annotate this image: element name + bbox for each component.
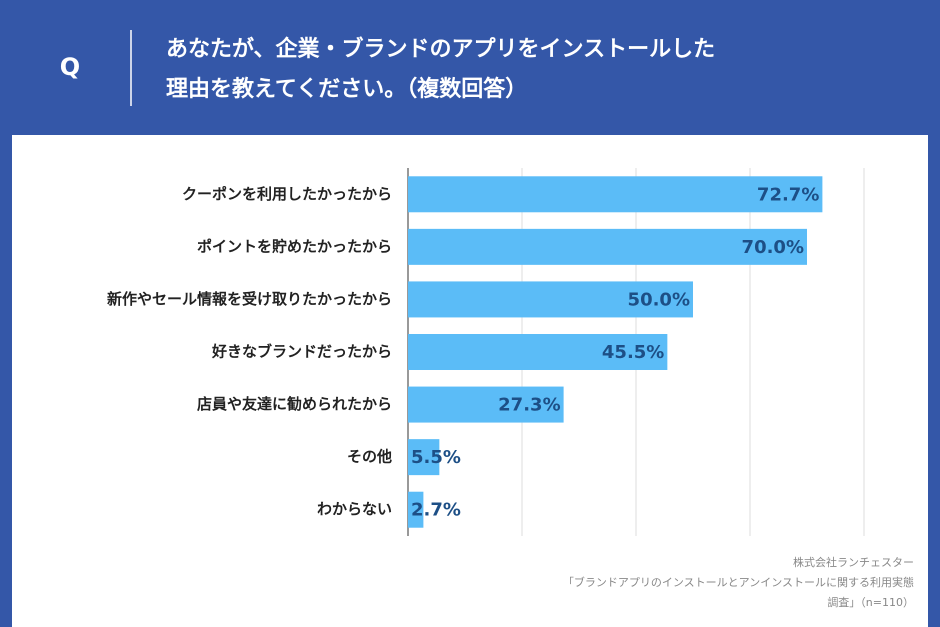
source: 「ブランドアプリのインストールとアンインストールに関する利用実態 — [563, 575, 914, 589]
panel — [12, 135, 928, 627]
q-marker: Q — [60, 53, 80, 81]
y-tick-label: 新作やセール情報を受け取りたかったから — [107, 290, 392, 308]
y-tick-label: その他 — [347, 448, 392, 466]
bar — [408, 228, 807, 265]
y-tick-label: 店員や友達に勧められたから — [197, 395, 392, 413]
bar — [408, 491, 424, 528]
y-tick-label: クーポンを利用したかったから — [182, 185, 392, 203]
value-label: 5.5% — [411, 447, 461, 468]
bar — [408, 281, 693, 318]
value-label: 2.7% — [411, 500, 461, 521]
value-label: 72.7% — [757, 184, 819, 205]
bar — [408, 176, 823, 213]
bar — [408, 386, 564, 423]
value-label: 45.5% — [602, 342, 664, 363]
y-tick-label: ポイントを貯めたかったから — [197, 237, 392, 255]
title-line: あなたが、企業・ブランドのアプリをインストールした — [166, 36, 715, 62]
title-line: 理由を教えてください。（複数回答） — [166, 76, 527, 102]
y-tick-label: 好きなブランドだったから — [211, 343, 392, 361]
bar — [408, 439, 440, 476]
source: 調査」（n=110） — [827, 595, 914, 609]
bar — [408, 334, 668, 370]
value-label: 50.0% — [628, 289, 690, 310]
value-label: 27.3% — [498, 395, 560, 416]
y-tick-label: わからない — [317, 500, 392, 518]
value-label: 70.0% — [742, 237, 804, 258]
source: 株式会社ランチェスター — [793, 555, 914, 569]
